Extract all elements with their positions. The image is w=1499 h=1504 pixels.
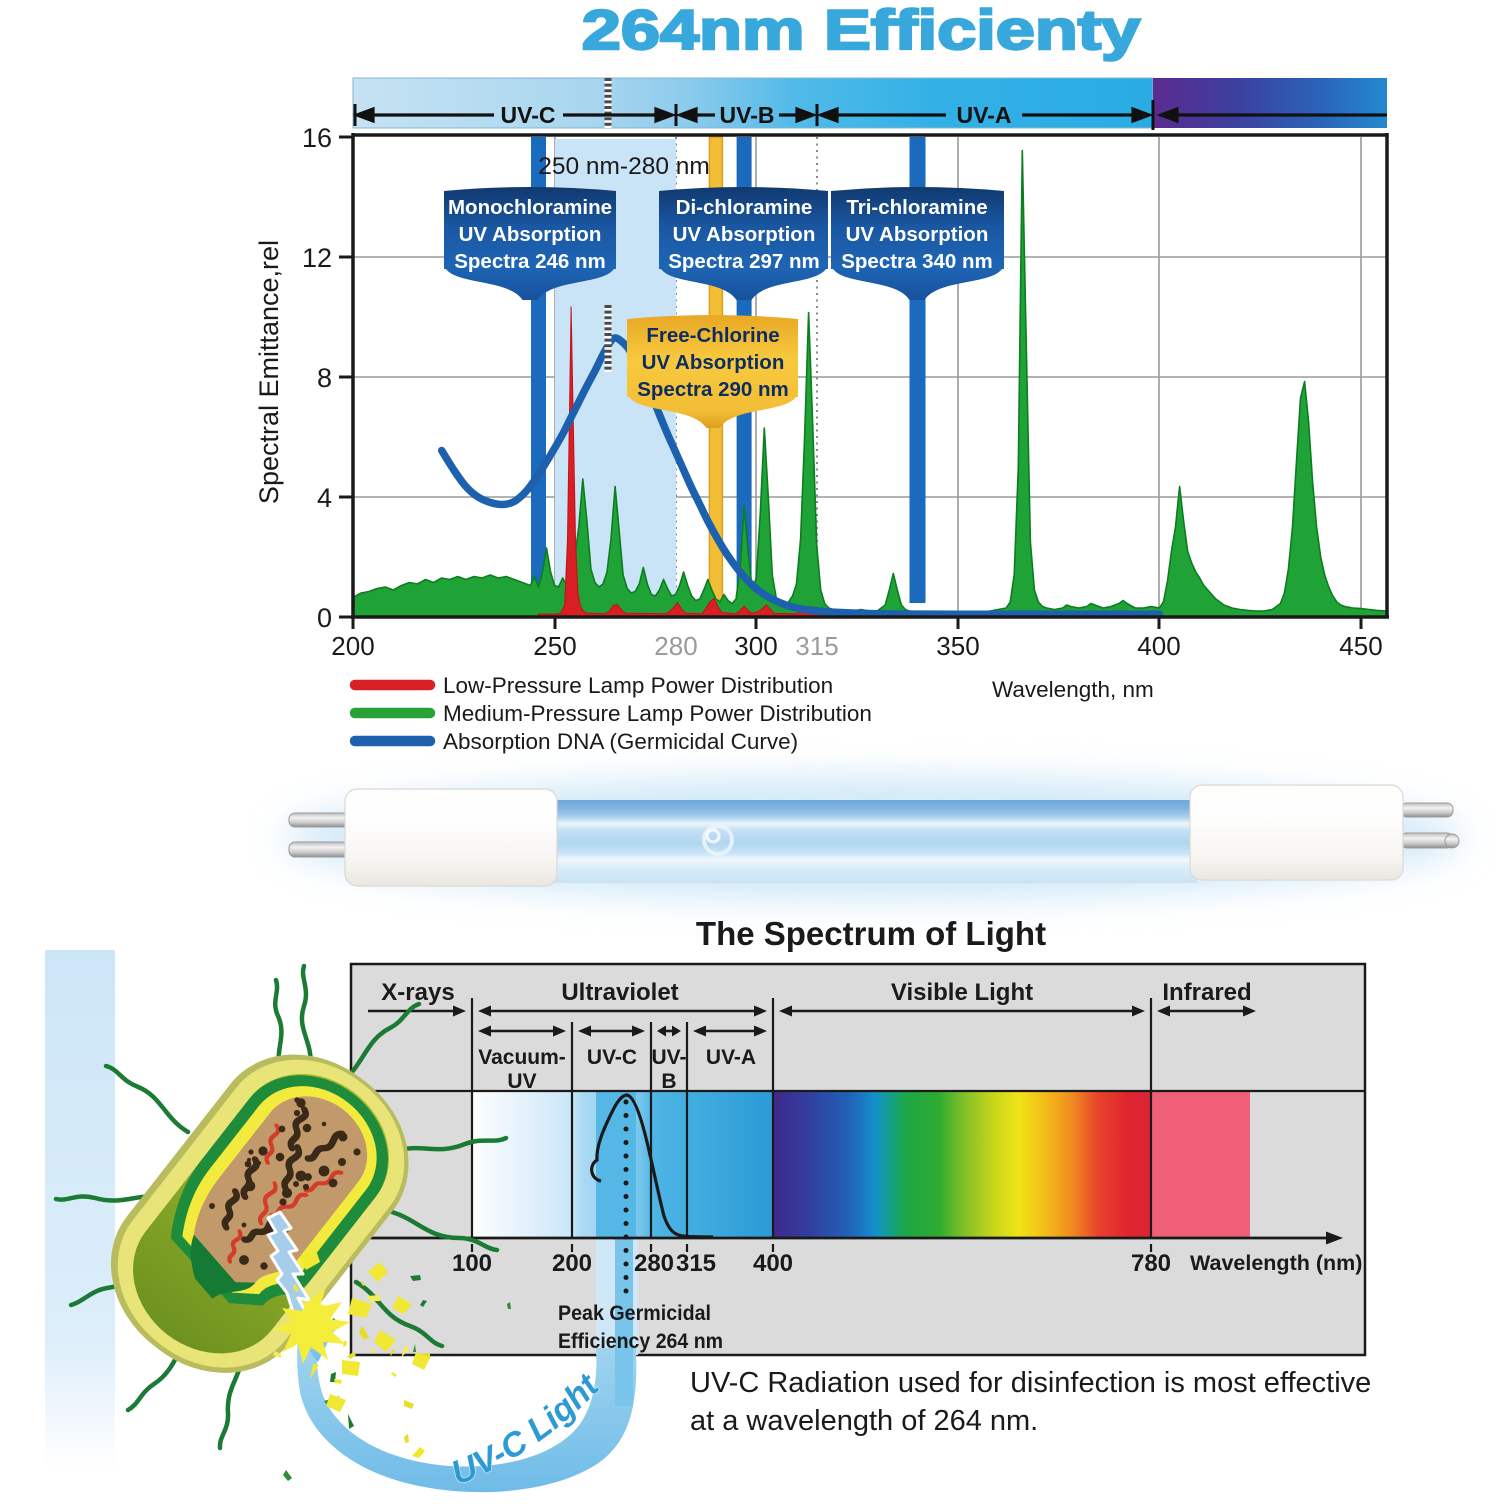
svg-text:Ultraviolet: Ultraviolet (561, 979, 678, 1006)
svg-text:UV Absorption: UV Absorption (846, 223, 989, 246)
svg-text:Tri-chloramine: Tri-chloramine (846, 196, 987, 219)
svg-text:400: 400 (753, 1250, 793, 1277)
svg-text:100: 100 (452, 1250, 492, 1277)
svg-text:Low-Pressure Lamp Power Distri: Low-Pressure Lamp Power Distribution (443, 673, 833, 698)
svg-text:400: 400 (1137, 631, 1180, 661)
svg-text:315: 315 (676, 1250, 716, 1277)
svg-text:Visible Light: Visible Light (891, 979, 1033, 1006)
svg-text:Di-chloramine: Di-chloramine (676, 196, 813, 219)
svg-text:Infrared: Infrared (1162, 979, 1251, 1006)
svg-text:Absorption DNA (Germicidal Cur: Absorption DNA (Germicidal Curve) (443, 729, 798, 754)
svg-text:UV Absorption: UV Absorption (642, 351, 785, 374)
svg-text:Spectra 297 nm: Spectra 297 nm (668, 250, 820, 273)
svg-text:450: 450 (1339, 631, 1382, 661)
svg-text:UV-B: UV-B (720, 102, 775, 128)
svg-text:Spectra 340 nm: Spectra 340 nm (841, 250, 993, 273)
svg-text:UV-A: UV-A (957, 102, 1012, 128)
svg-text:UV-A: UV-A (706, 1046, 756, 1069)
svg-text:UV-C Radiation used for disinf: UV-C Radiation used for disinfection is … (690, 1367, 1371, 1399)
svg-text:264nm Efficienty: 264nm Efficienty (582, 0, 1140, 61)
svg-text:Spectra 290 nm: Spectra 290 nm (637, 378, 789, 401)
svg-text:UV: UV (507, 1070, 536, 1093)
svg-text:UV-C: UV-C (501, 102, 556, 128)
svg-text:200: 200 (331, 631, 374, 661)
svg-text:Free-Chlorine: Free-Chlorine (646, 324, 779, 347)
svg-text:UV Absorption: UV Absorption (673, 223, 816, 246)
svg-text:UV-C: UV-C (587, 1046, 637, 1069)
svg-text:Medium-Pressure Lamp Power Dis: Medium-Pressure Lamp Power Distribution (443, 701, 872, 726)
svg-text:B: B (661, 1070, 676, 1093)
svg-text:0: 0 (317, 603, 332, 633)
svg-text:300: 300 (734, 631, 777, 661)
svg-text:Vacuum-: Vacuum- (478, 1046, 566, 1069)
svg-text:Spectra 246 nm: Spectra 246 nm (454, 250, 606, 273)
svg-text:280: 280 (634, 1250, 674, 1277)
svg-text:250 nm-280 nm: 250 nm-280 nm (538, 153, 710, 180)
svg-text:350: 350 (936, 631, 979, 661)
svg-text:Spectral Emittance,rel: Spectral Emittance,rel (254, 240, 284, 504)
svg-text:200: 200 (552, 1250, 592, 1277)
svg-text:250: 250 (533, 631, 576, 661)
svg-text:UV Absorption: UV Absorption (459, 223, 602, 246)
svg-text:780: 780 (1131, 1250, 1171, 1277)
svg-text:at a wavelength of 264 nm.: at a wavelength of 264 nm. (690, 1405, 1038, 1437)
svg-text:4: 4 (317, 483, 332, 513)
svg-text:280: 280 (654, 631, 697, 661)
svg-text:Peak Germicidal: Peak Germicidal (558, 1301, 711, 1325)
svg-text:Monochloramine: Monochloramine (448, 196, 612, 219)
svg-text:Wavelength (nm): Wavelength (nm) (1190, 1251, 1362, 1275)
svg-text:Efficiency 264 nm: Efficiency 264 nm (558, 1329, 723, 1353)
svg-text:The Spectrum of Light: The Spectrum of Light (696, 915, 1046, 952)
svg-text:315: 315 (795, 631, 838, 661)
svg-text:8: 8 (317, 363, 332, 393)
svg-text:Wavelength, nm: Wavelength, nm (992, 677, 1154, 702)
svg-text:12: 12 (302, 243, 332, 273)
svg-text:UV-: UV- (651, 1046, 686, 1069)
svg-text:X-rays: X-rays (381, 979, 454, 1006)
svg-text:16: 16 (302, 123, 332, 153)
